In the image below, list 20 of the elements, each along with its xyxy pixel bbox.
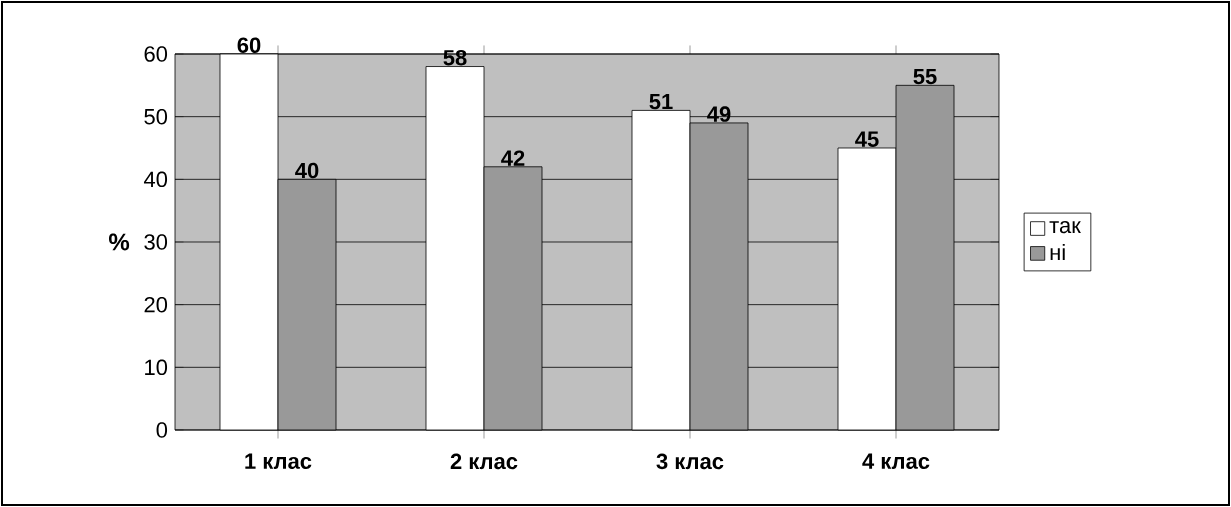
data-label: 60 [237, 37, 261, 53]
y-tick-label: 60 [144, 46, 168, 62]
data-label: 45 [855, 131, 879, 147]
y-tick-label: 50 [144, 108, 168, 125]
y-tick-label: 40 [143, 171, 168, 188]
x-tick-label: 3 клас [656, 453, 724, 470]
y-tick-label: 30 [144, 234, 168, 250]
x-tick-label: 4 клас [862, 453, 930, 469]
data-label: 51 [649, 94, 673, 110]
data-label: 42 [501, 150, 525, 166]
legend-label: так [1049, 221, 1081, 234]
y-tick-label: 0 [156, 422, 168, 438]
data-label: 55 [913, 68, 937, 85]
legend-label: ні [1050, 243, 1065, 260]
x-tick-label: 2 клас [450, 453, 518, 470]
y-axis-title: % [109, 233, 130, 251]
y-tick-label: 20 [144, 296, 168, 313]
y-tick-label: 10 [145, 359, 168, 376]
data-label: 40 [295, 162, 319, 179]
x-tick-label: 1 клас [245, 453, 312, 469]
